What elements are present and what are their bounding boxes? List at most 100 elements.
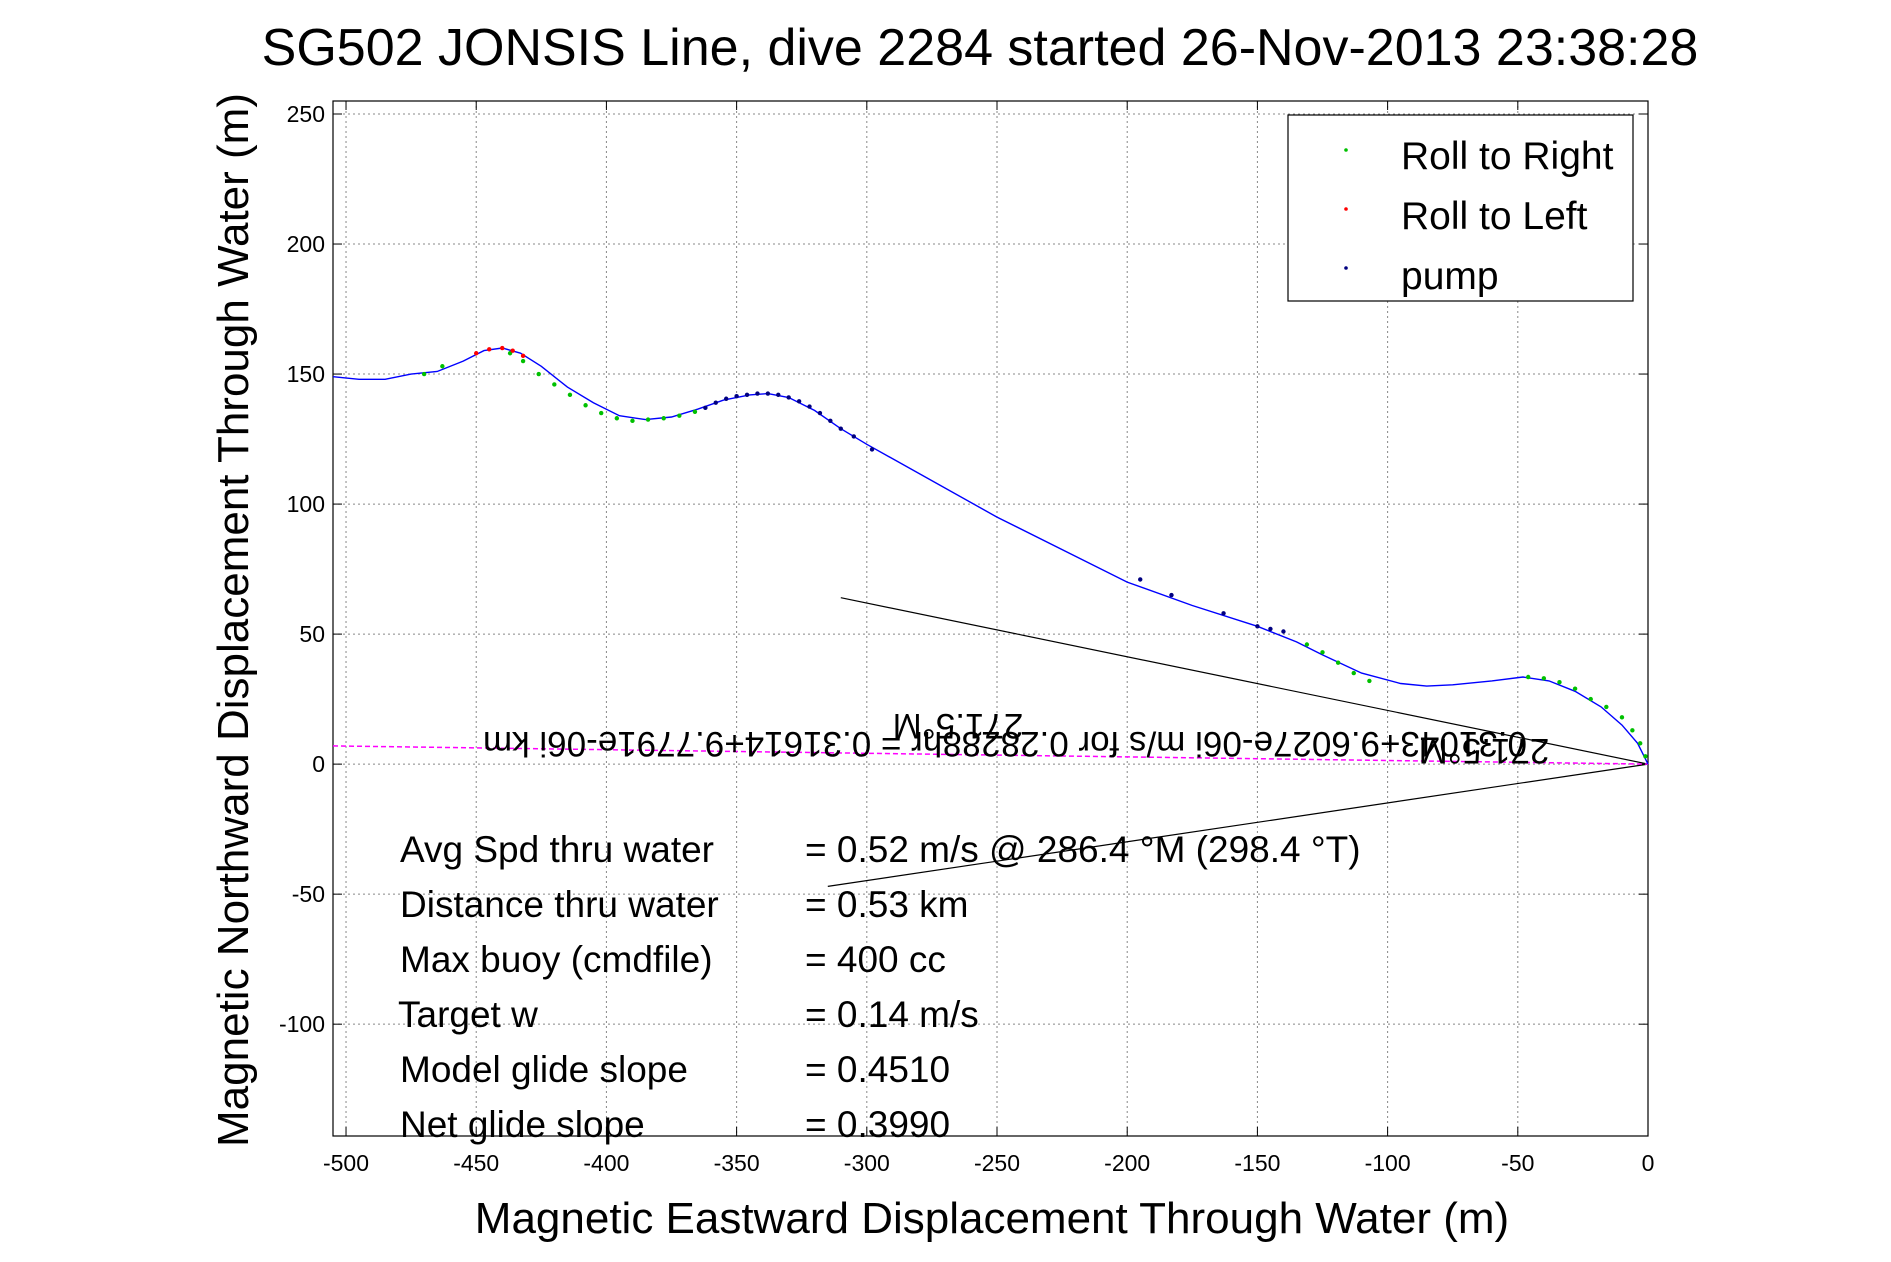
point-pump [1169,592,1174,598]
x-tick-label: -400 [583,1150,629,1176]
point-pump [828,418,833,424]
point-pump [1138,577,1143,582]
point-roll-to-right [1557,680,1562,685]
x-tick-label: -350 [714,1150,760,1176]
point-pump [744,392,750,398]
heading-annotation-left: 271.5°M [893,706,1024,745]
point-pump [1221,611,1226,616]
legend-marker-roll-right [1344,148,1348,152]
point-pump [838,426,843,431]
current-vector-annotation: 0.31043+9.6027e-06i m/s for 0.28288hr = … [483,724,1527,763]
point-roll-to-right [630,418,635,424]
x-tick-label: -150 [1234,1150,1280,1176]
stat-value-distance: = 0.53 km [805,884,969,925]
axis-tick-labels: -500 -450 -400 -350 -300 -250 -200 -150 -100 -50 0… [279,101,1654,1176]
x-tick-label: -50 [1501,1150,1534,1176]
legend-marker-pump [1344,266,1348,270]
point-pump [1268,626,1273,632]
point-pump [765,391,771,396]
y-tick-label: -50 [292,881,325,907]
point-pump [734,393,739,399]
point-pump [869,447,875,452]
axis-ticks [333,101,1649,1136]
point-roll-to-right [677,413,682,418]
point-pump [851,434,856,439]
y-tick-label: 0 [312,751,325,777]
y-tick-label: 50 [299,621,325,647]
point-pump [807,404,812,409]
point-roll-to-right [645,417,651,422]
point-roll-to-right [599,410,604,416]
point-roll-to-right [552,382,557,387]
point-roll-to-right [1643,754,1648,759]
point-roll-to-right [1541,676,1547,681]
point-roll-to-right [583,403,588,408]
stat-label-distance: Distance thru water [400,884,719,925]
x-axis-label: Magnetic Eastward Displacement Through W… [475,1194,1509,1243]
point-pump [776,392,781,398]
y-axis-label: Magnetic Northward Displacement Through … [209,93,258,1147]
stat-label-net-glide: Net glide slope [400,1104,645,1145]
point-pump [796,399,802,404]
point-roll-to-left [474,351,479,356]
point-roll-to-right [1335,660,1341,665]
point-pump [703,405,708,411]
point-pump [817,410,823,416]
point-pump [755,391,760,396]
x-tick-label: 0 [1642,1150,1655,1176]
stat-value-max-buoy: = 400 cc [805,939,946,980]
point-roll-to-right [661,416,666,421]
stat-value-net-glide: = 0.3990 [805,1104,950,1145]
stat-value-avg-speed: = 0.52 m/s @ 286.4 °M (298.4 °T) [805,829,1361,870]
point-roll-to-right [1526,674,1531,680]
legend-label-roll-right: Roll to Right [1401,135,1614,178]
point-roll-to-right [421,371,427,377]
point-roll-to-left [510,348,515,353]
legend: Roll to Right Roll to Left pump [1287,114,1634,302]
point-roll-to-right [1637,741,1643,746]
x-tick-label: -500 [323,1150,369,1176]
legend-label-pump: pump [1401,255,1499,298]
point-roll-to-right [1572,686,1578,691]
point-pump [723,396,729,401]
point-roll-to-right [1320,650,1325,655]
y-tick-label: 150 [287,361,325,387]
chart-title: SG502 JONSIS Line, dive 2284 started 26-… [262,19,1699,77]
point-pump [786,395,791,400]
chart-lines [332,347,1649,887]
point-roll-to-right [520,358,526,364]
point-pump [1255,624,1260,629]
x-tick-label: -100 [1365,1150,1411,1176]
x-tick-label: -250 [974,1150,1020,1176]
y-tick-label: 100 [287,491,325,517]
point-roll-to-right [692,409,698,414]
x-tick-label: -200 [1104,1150,1150,1176]
legend-marker-roll-left [1344,207,1348,211]
track-line [332,347,1649,765]
chart-points [421,345,1648,759]
y-tick-label: 250 [287,101,325,127]
point-roll-to-right [1304,642,1310,647]
point-roll-to-right [614,416,620,421]
stat-label-model-glide: Model glide slope [400,1049,688,1090]
plot-area-frame [332,100,1649,1137]
point-roll-to-right [1588,696,1593,702]
stat-value-model-glide: = 0.4510 [805,1049,950,1090]
stat-value-target-w: = 0.14 m/s [805,994,979,1035]
current-vector-line [332,745,1649,765]
x-tick-label: -300 [844,1150,890,1176]
point-roll-to-right [1367,678,1372,684]
point-roll-to-right [440,364,445,369]
y-tick-label: 200 [287,231,325,257]
point-roll-to-left [500,345,505,351]
heading-line [827,763,1649,887]
point-roll-to-right [1630,728,1635,733]
point-roll-to-right [567,392,573,398]
stat-label-avg-speed: Avg Spd thru water [400,829,714,870]
point-roll-to-right [1619,715,1625,720]
stats-block: Avg Spd thru water = 0.52 m/s @ 286.4 °M… [398,829,1361,1145]
stat-label-target-w: Target w [398,994,538,1035]
x-tick-label: -450 [453,1150,499,1176]
